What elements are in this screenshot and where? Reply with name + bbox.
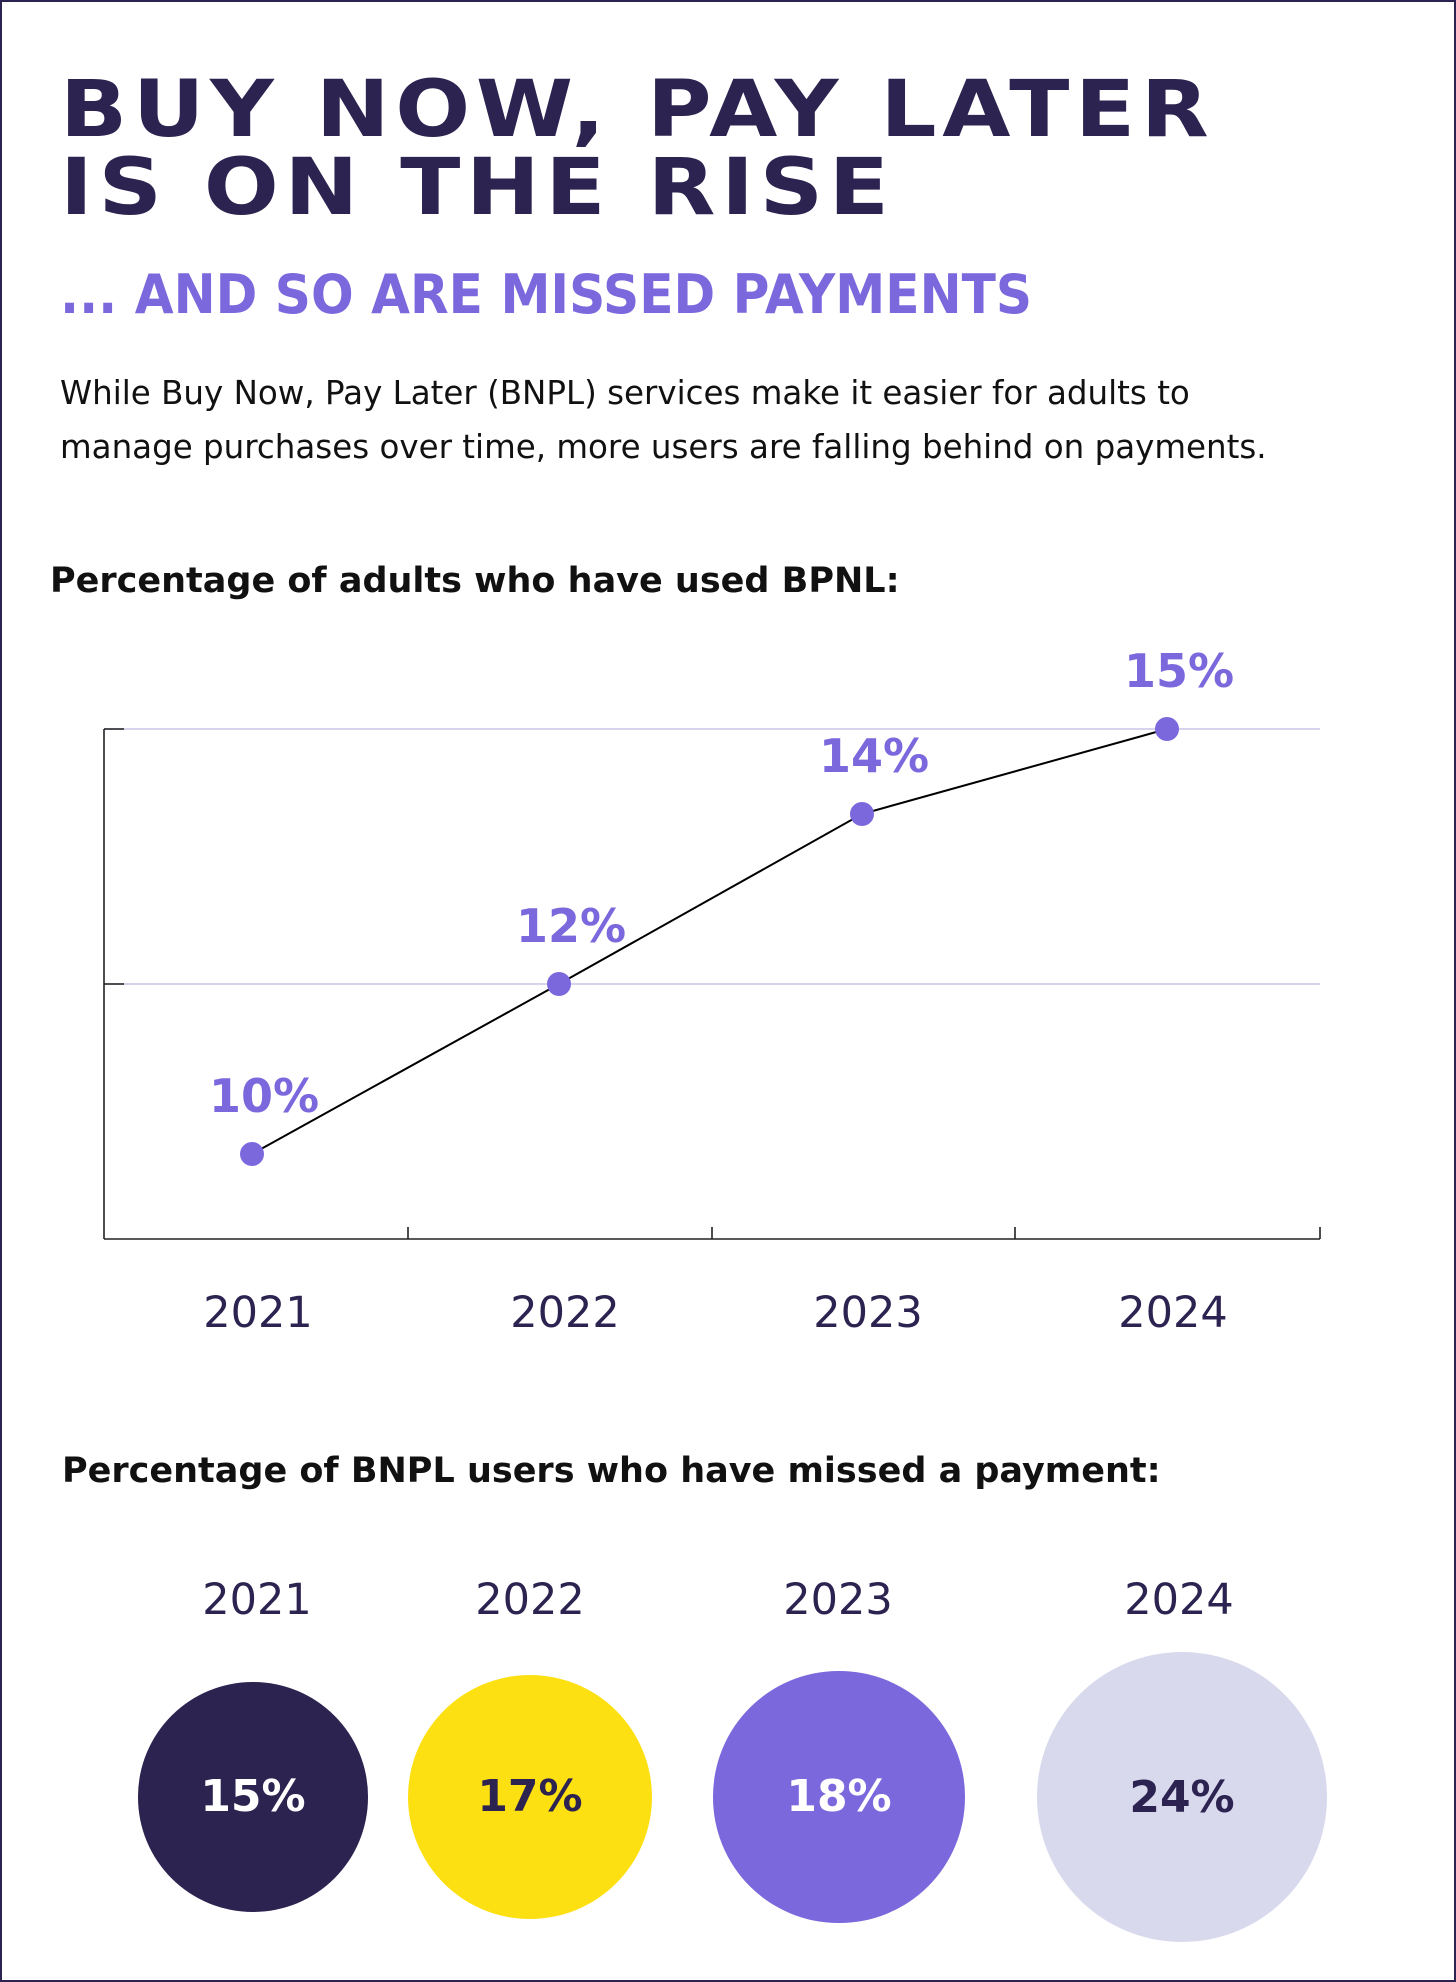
x-tick-label-2022: 2022 (510, 1288, 619, 1338)
bubble-year-label-2024: 2024 (1124, 1575, 1234, 1625)
data-label-2021: 10% (209, 1069, 319, 1123)
page-subtitle: ... AND SO ARE MISSED PAYMENTS (60, 263, 1033, 326)
bubble-2021: 15% (138, 1682, 368, 1912)
page-title-line-2: IS ON THE RISE (60, 143, 895, 233)
line-chart: 10% 2021 12% 2022 14% 2023 15% 2024 (103, 644, 1321, 1338)
data-point-2022 (547, 972, 571, 996)
bubble-value-label-2023: 18% (786, 1771, 892, 1823)
page-title-line-1: BUY NOW, PAY LATER (60, 65, 1215, 155)
data-label-2024: 15% (1124, 644, 1234, 698)
data-point-2021 (240, 1142, 264, 1166)
bubble-year-label-2023: 2023 (783, 1575, 893, 1625)
line-chart-series (240, 717, 1179, 1166)
bubble-2022: 17% (407, 1674, 653, 1920)
bubble-value-label-2021: 15% (200, 1771, 306, 1823)
intro-text-line-2: manage purchases over time, more users a… (60, 428, 1267, 466)
line-chart-labels: 10% 2021 12% 2022 14% 2023 15% 2024 (203, 644, 1234, 1338)
bubble-2024: 24% (1037, 1652, 1327, 1942)
data-point-2023 (850, 802, 874, 826)
intro-text-line-1: While Buy Now, Pay Later (BNPL) services… (60, 374, 1190, 412)
bubble-chart-title: Percentage of BNPL users who have missed… (62, 1451, 1161, 1491)
x-tick-label-2023: 2023 (813, 1288, 922, 1338)
data-label-2022: 12% (516, 899, 626, 953)
x-tick-label-2021: 2021 (203, 1288, 312, 1338)
series-line (251, 728, 1168, 1155)
data-point-2024 (1155, 717, 1179, 741)
bubble-year-label-2022: 2022 (475, 1575, 585, 1625)
data-label-2023: 14% (819, 729, 929, 783)
line-chart-title: Percentage of adults who have used BPNL: (50, 561, 900, 601)
x-tick-label-2024: 2024 (1118, 1288, 1227, 1338)
line-chart-grid (104, 728, 1320, 985)
bubble-2023: 18% (713, 1671, 965, 1923)
bubble-year-label-2021: 2021 (202, 1575, 312, 1625)
bubble-value-label-2024: 24% (1129, 1771, 1235, 1823)
line-chart-axes (103, 728, 1321, 1240)
bubble-value-label-2022: 17% (477, 1771, 583, 1823)
